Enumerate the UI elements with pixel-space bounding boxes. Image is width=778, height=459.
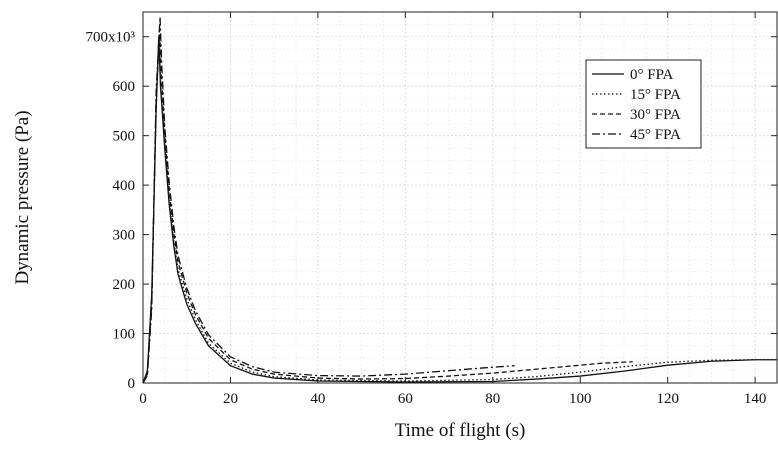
legend-box: [585, 59, 702, 149]
legend-label-3: 45° FPA: [630, 127, 681, 143]
series-line-3: [142, 16, 515, 384]
y-tick-label: 300: [113, 228, 136, 244]
x-tick-label: 120: [656, 391, 679, 407]
plot-frame: [142, 11, 778, 384]
legend-label-2: 30° FPA: [630, 107, 681, 123]
x-tick-label: 60: [398, 391, 413, 407]
axis-ticks: 0 20 40 60 80 100 120 140 0 100 200 300 400 500 600 700…: [86, 12, 777, 407]
y-tick-label: 500: [113, 129, 136, 145]
grid: [142, 11, 778, 384]
x-tick-label: 0: [139, 391, 147, 407]
x-tick-label: 140: [744, 391, 767, 407]
y-tick-label: 700x10³: [86, 30, 136, 46]
series-line-1: [142, 34, 756, 384]
y-tick-label: 100: [113, 327, 136, 343]
y-tick-label: 400: [113, 178, 136, 194]
y-tick-label: 600: [113, 79, 136, 95]
y-tick-label: 0: [128, 376, 136, 392]
x-axis-title: Time of flight (s): [395, 420, 526, 441]
x-tick-label: 80: [485, 391, 500, 407]
legend-label-0: 0° FPA: [630, 67, 674, 83]
x-tick-label: 20: [223, 391, 238, 407]
x-tick-label: 100: [569, 391, 592, 407]
legend: 0° FPA 15° FPA 30° FPA 45° FPA: [585, 59, 702, 149]
series-lines: [142, 16, 777, 384]
legend-label-1: 15° FPA: [630, 87, 681, 103]
x-tick-label: 40: [310, 391, 325, 407]
y-tick-label: 200: [113, 277, 136, 293]
y-axis-title: Dynamic pressure (Pa): [12, 110, 33, 284]
